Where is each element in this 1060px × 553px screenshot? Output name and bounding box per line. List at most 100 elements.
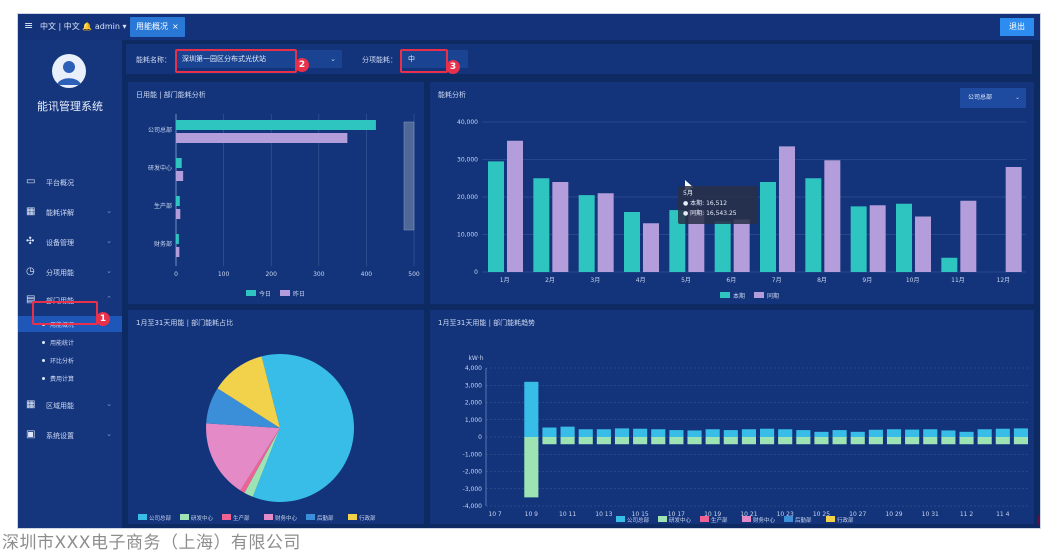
bar-同期 bbox=[552, 182, 569, 272]
bar-本期 bbox=[488, 161, 504, 272]
app-window: ≡ 中文 | 中文 🔔 admin ▾ 用能概况 × 退出 能讯管理系统 ▭ 平台… bbox=[18, 14, 1040, 528]
bar-研发中心 bbox=[923, 437, 938, 445]
bar-今日 bbox=[176, 234, 179, 244]
x-tick-label: 10 25 bbox=[813, 511, 830, 518]
x-tick-label: 11月 bbox=[951, 277, 965, 284]
x-tick-label: 8月 bbox=[817, 277, 827, 284]
sidebar-item-subitem[interactable]: ◷ 分项用能 ⌄ bbox=[18, 262, 122, 284]
legend-label: 研发中心 bbox=[191, 514, 214, 522]
sidebar-item-device[interactable]: ✣ 设备管理 ⌄ bbox=[18, 232, 122, 254]
panel-title: 1月至31天用能 | 部门能耗占比 bbox=[136, 319, 234, 327]
bar-本期 bbox=[714, 221, 731, 272]
sidebar-item-energy[interactable]: ▦ 能耗详解 ⌄ bbox=[18, 202, 122, 224]
tab-label: 用能概况 bbox=[136, 22, 168, 31]
bar-研发中心 bbox=[741, 437, 756, 445]
menu-icon[interactable]: ≡ bbox=[24, 19, 34, 32]
legend-swatch bbox=[784, 516, 793, 522]
bar-公司总部 bbox=[542, 427, 557, 437]
logout-button[interactable]: 退出 bbox=[1000, 18, 1034, 36]
user-menu[interactable]: 中文 | 中文 🔔 admin ▾ bbox=[40, 21, 126, 32]
y-tick-label: 财务部 bbox=[154, 240, 172, 248]
sidebar-item-settings[interactable]: ▣ 系统设置 ⌄ bbox=[18, 425, 122, 447]
department-dropdown[interactable]: 公司总部 ⌄ bbox=[960, 88, 1026, 108]
annotation-badge-1: 1 bbox=[96, 312, 110, 326]
panel-monthly-analysis: 能耗分析 公司总部 ⌄ 0 10,000 20,000 30,000 40,000 1月 2… bbox=[430, 82, 1034, 304]
bar-本期 bbox=[896, 203, 912, 272]
x-tick-label: 10 15 bbox=[632, 511, 649, 518]
legend-label: 本期 bbox=[733, 292, 745, 300]
department-share-chart: 公司总部 研发中心 生产部 财务中心 后勤部 行政部 bbox=[138, 354, 376, 522]
bar-本期 bbox=[578, 195, 595, 272]
notification-badge[interactable]: 0 bbox=[1037, 511, 1040, 528]
bar-今日 bbox=[176, 120, 376, 130]
y-tick-label: 公司总部 bbox=[148, 126, 172, 134]
x-tick-label: 3月 bbox=[590, 277, 600, 284]
sidebar-subitem-ratio[interactable]: 环比分析 bbox=[18, 352, 122, 368]
legend-swatch bbox=[246, 290, 256, 296]
y-tick-label: 2,000 bbox=[465, 400, 482, 407]
legend-label: 研发中心 bbox=[669, 516, 692, 524]
x-tick-label: 9月 bbox=[862, 277, 872, 284]
bar-公司总部 bbox=[560, 426, 575, 437]
panel-title: 日用能 | 部门能耗分析 bbox=[136, 91, 206, 99]
bar-公司总部 bbox=[687, 430, 702, 437]
bell-icon[interactable]: 🔔 bbox=[82, 22, 93, 31]
legend-label: 今日 bbox=[259, 290, 271, 298]
pie-slice-行政部 bbox=[217, 356, 280, 428]
legend-label: 财务中心 bbox=[275, 514, 298, 522]
x-tick-label: 10 9 bbox=[525, 511, 539, 518]
bar-公司总部 bbox=[741, 429, 756, 437]
bar-公司总部 bbox=[814, 431, 829, 437]
bar-研发中心 bbox=[905, 437, 920, 445]
bar-公司总部 bbox=[923, 429, 938, 437]
bar-公司总部 bbox=[796, 430, 811, 437]
bar-本期 bbox=[669, 210, 686, 272]
sidebar-subitem-statistics[interactable]: 用能统计 bbox=[18, 334, 122, 350]
y-tick-label: 30,000 bbox=[457, 157, 478, 164]
bullet-icon bbox=[42, 341, 45, 344]
bar-研发中心 bbox=[959, 437, 974, 445]
bullet-icon bbox=[42, 359, 45, 362]
bar-研发中心 bbox=[560, 437, 575, 445]
legend-swatch bbox=[222, 514, 231, 520]
panel-title: 1月至31天用能 | 部门能耗趋势 bbox=[438, 319, 536, 327]
legend-swatch bbox=[700, 516, 709, 522]
x-tick-label: 100 bbox=[218, 271, 230, 278]
admin-label: admin ▾ bbox=[94, 22, 127, 31]
y-tick-label: -3,000 bbox=[463, 486, 483, 493]
sidebar-subitem-label: 费用计算 bbox=[50, 376, 75, 383]
x-tick-label: 10 19 bbox=[704, 511, 721, 518]
bar-公司总部 bbox=[886, 429, 902, 437]
sidebar-item-region[interactable]: ▦ 区域用能 ⌄ bbox=[18, 395, 122, 417]
legend-label: 昨日 bbox=[293, 290, 305, 298]
x-tick-label: 11 4 bbox=[996, 511, 1010, 518]
bar-公司总部 bbox=[959, 431, 974, 437]
bar-研发中心 bbox=[651, 437, 666, 445]
pie-slice-财务中心 bbox=[206, 423, 280, 491]
sidebar-item-platform[interactable]: ▭ 平台概况 bbox=[18, 172, 122, 194]
sidebar-subitem-cost[interactable]: 费用计算 bbox=[18, 370, 122, 386]
y-tick-label: 4,000 bbox=[465, 365, 482, 372]
app-brand: 能讯管理系统 bbox=[37, 100, 103, 113]
chevron-down-icon: ⌄ bbox=[106, 400, 112, 408]
time-label: 分项能耗： bbox=[362, 56, 397, 64]
sidebar-item-label: 分项用能 bbox=[46, 269, 74, 277]
bar-昨日 bbox=[176, 171, 184, 181]
x-tick-label: 10 7 bbox=[488, 511, 502, 518]
x-tick-label: 6月 bbox=[726, 277, 736, 284]
x-tick-label: 10月 bbox=[906, 277, 920, 284]
bar-公司总部 bbox=[832, 430, 847, 437]
pie-slice-生产部 bbox=[240, 428, 280, 493]
legend-swatch bbox=[616, 516, 625, 522]
bullet-icon bbox=[42, 377, 45, 380]
tab-usage-overview[interactable]: 用能概况 × bbox=[130, 17, 185, 37]
bar-公司总部 bbox=[868, 429, 883, 437]
bar-研发中心 bbox=[705, 437, 720, 445]
watermark-text: 深圳市XXX电子商务（上海）有限公司 bbox=[2, 533, 301, 553]
bar-本期 bbox=[760, 182, 776, 272]
close-icon[interactable]: × bbox=[172, 22, 179, 31]
bar-研发中心 bbox=[850, 437, 865, 445]
sidebar-item-label: 平台概况 bbox=[46, 179, 74, 187]
filter-bar: 能耗名称： 深圳第一园区分布式光伏站 ⌄ 分项能耗： 中 bbox=[126, 44, 1032, 74]
sidebar-subitem-label: 环比分析 bbox=[50, 358, 75, 365]
